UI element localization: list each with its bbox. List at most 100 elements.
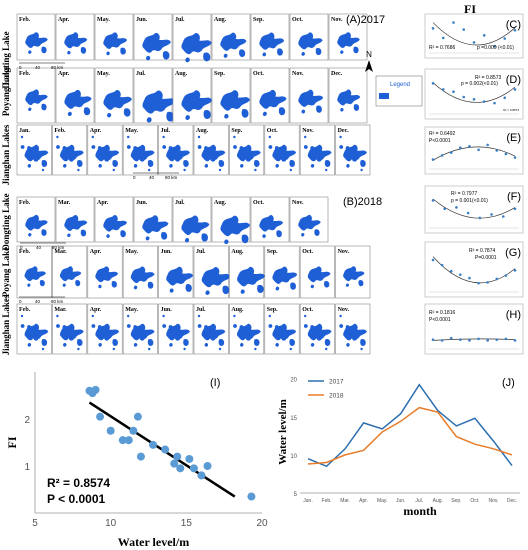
- row-label-dongting-2018: Dongting Lake: [1, 193, 11, 250]
- map-tile-month-label: Jul.: [196, 307, 206, 313]
- data-point: [472, 98, 476, 101]
- lake-dot: [91, 324, 96, 328]
- map-tile: Aug.: [211, 13, 251, 61]
- data-point: [440, 263, 444, 267]
- map-tile-month-label: Aug.: [214, 200, 227, 206]
- map-tile-month-label: Apr.: [90, 249, 102, 255]
- map-tile-month-label: Sep.: [231, 128, 242, 134]
- lake-dot: [245, 335, 251, 341]
- north-label: N: [366, 50, 372, 59]
- panel-label: (F): [507, 191, 521, 203]
- lake-dot: [310, 146, 315, 150]
- lake-dot: [204, 155, 210, 161]
- data-point: [490, 213, 493, 216]
- north-arrow-icon: N: [365, 50, 373, 72]
- data-point: [501, 215, 505, 218]
- data-point: [468, 145, 471, 148]
- lake-dot: [352, 156, 358, 162]
- chart-panel-j: 5 10 15 20 Jan. Feb. Mar. Apr. May. Jun. Jul. Aug. S…: [277, 377, 520, 518]
- map-tile-month-label: Jul.: [161, 128, 171, 134]
- map-tile: Feb.: [16, 245, 52, 299]
- map-tile: Aug.: [172, 67, 213, 124]
- data-point: [513, 156, 517, 159]
- map-tile-month-label: Jul.: [175, 200, 185, 206]
- panel-label-b-2018: (B)2018: [343, 196, 382, 208]
- lake-dot: [27, 325, 31, 329]
- map-tile-month-label: Nov.: [331, 17, 343, 23]
- legend-title: Legend: [390, 82, 410, 88]
- lake-dot: [91, 135, 95, 139]
- y-tick-label: 1: [24, 462, 30, 473]
- data-point: [185, 454, 194, 463]
- data-point: [173, 452, 182, 461]
- map-tile: Jul.: [133, 67, 176, 124]
- lake-dot: [162, 314, 165, 318]
- map-tile: May.: [122, 245, 158, 299]
- panel-frame: [424, 68, 524, 120]
- fit-curve: [432, 198, 516, 219]
- panel-frame: [424, 126, 524, 175]
- panel-label-a-2017: (A)2017: [346, 14, 385, 26]
- x-tick-label: 5: [32, 518, 38, 529]
- lake-dot: [316, 335, 322, 341]
- lake-dot: [133, 146, 138, 150]
- scale-bar: 0 40 80 km: [20, 242, 66, 250]
- map-tile-month-label: Mar.: [58, 200, 71, 206]
- lake-dot: [168, 155, 174, 161]
- lake-dot: [325, 347, 328, 351]
- data-point: [503, 96, 507, 100]
- lake-dot: [183, 347, 186, 351]
- map-tile: Aug.: [193, 124, 229, 176]
- x-tick-label: 10: [105, 518, 117, 529]
- data-point: [443, 207, 447, 211]
- map-tile: Feb.: [16, 196, 56, 243]
- map-tile-month-label: Oct.: [253, 71, 264, 77]
- stat-text: p = 0.002(<0.01): [461, 81, 498, 87]
- lake-dot: [56, 314, 59, 318]
- legend-label: 2018: [329, 393, 344, 400]
- map-tile-month-label: Sep.: [253, 17, 264, 23]
- data-point: [478, 216, 482, 220]
- stat-text: P=0.0001: [475, 255, 497, 261]
- lake-dot: [139, 156, 145, 162]
- map-tile: Nov.: [335, 245, 371, 299]
- map-tile-month-label: Dec.: [331, 71, 343, 77]
- scale-bar-label: 0: [19, 299, 22, 304]
- data-point: [459, 146, 462, 149]
- scale-bar-label: 80 km: [165, 175, 178, 180]
- data-point: [462, 28, 466, 31]
- lake-dot: [218, 347, 222, 351]
- data-point: [106, 426, 115, 435]
- scale-bar-label: 80 km: [51, 299, 64, 304]
- map-tile: Jun.: [133, 196, 173, 243]
- scale-bar-label: 80 km: [52, 245, 65, 250]
- lake-dot: [104, 335, 110, 341]
- data-point: [440, 339, 444, 342]
- scale-bar-label: 40: [35, 65, 41, 70]
- data-point: [452, 90, 455, 94]
- map-tile-month-label: Feb.: [19, 71, 31, 77]
- data-point: [449, 269, 453, 273]
- scale-bar: 0 40 80 km: [19, 62, 65, 70]
- data-point: [513, 28, 517, 32]
- map-tile-month-label: Jun.: [161, 307, 173, 313]
- x-tick-label: Nov.: [488, 498, 498, 504]
- lake-dot: [139, 335, 145, 341]
- data-point: [513, 269, 517, 272]
- row-label-dongting-2017: Dongting Lake: [1, 31, 11, 88]
- lake-dot: [239, 155, 245, 161]
- lake-dot: [210, 156, 216, 162]
- map-tile-month-label: Feb.: [19, 200, 31, 206]
- stat-text: R² = 0.8574: [47, 476, 110, 490]
- data-point: [468, 276, 471, 280]
- lake-dot: [339, 324, 344, 328]
- data-point: [493, 101, 496, 105]
- fit-curve: [432, 82, 516, 103]
- lake-dot: [112, 347, 116, 351]
- scale-bar-label: 40: [36, 245, 42, 250]
- lake-dot: [77, 347, 80, 351]
- lake-dot: [339, 135, 342, 139]
- map-tile: Oct.: [250, 67, 290, 124]
- lake-dot: [316, 156, 322, 162]
